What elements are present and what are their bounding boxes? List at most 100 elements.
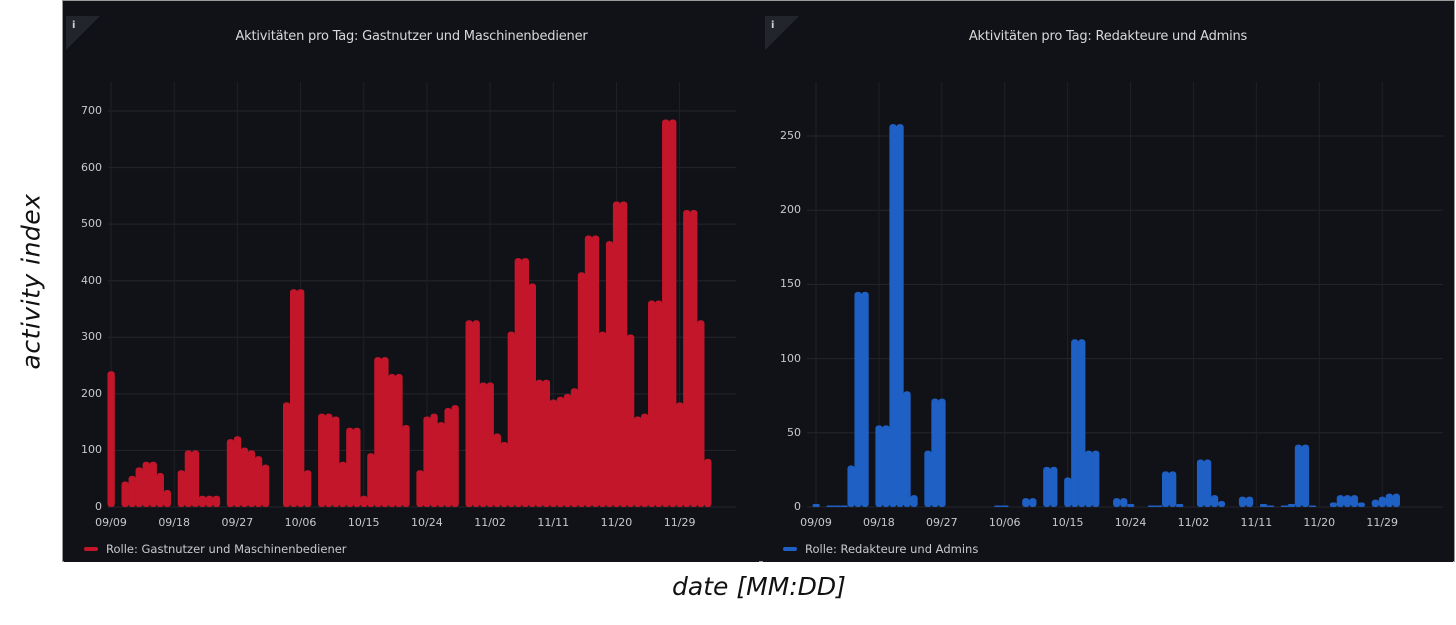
bar[interactable] xyxy=(1238,496,1247,507)
bar[interactable] xyxy=(833,505,841,507)
bar[interactable] xyxy=(1294,444,1303,507)
bar[interactable] xyxy=(1127,504,1135,507)
bar[interactable] xyxy=(854,291,862,507)
bar[interactable] xyxy=(882,425,890,507)
bar[interactable] xyxy=(1378,496,1386,507)
bar[interactable] xyxy=(486,382,494,507)
bar[interactable] xyxy=(535,379,544,507)
bar[interactable] xyxy=(212,495,221,507)
bar[interactable] xyxy=(1287,504,1296,507)
bar[interactable] xyxy=(1280,505,1289,507)
bar[interactable] xyxy=(683,210,691,507)
bar[interactable] xyxy=(353,427,361,507)
legend[interactable]: Rolle: Gastnutzer und Maschinenbediener xyxy=(84,542,347,556)
bar[interactable] xyxy=(938,398,946,507)
bar[interactable] xyxy=(903,391,911,507)
bar[interactable] xyxy=(655,300,663,507)
bar[interactable] xyxy=(479,382,487,507)
bar[interactable] xyxy=(1120,498,1128,507)
bar[interactable] xyxy=(233,436,242,507)
bar[interactable] xyxy=(332,416,340,507)
bar[interactable] xyxy=(994,505,1002,507)
bar[interactable] xyxy=(254,456,263,507)
bar[interactable] xyxy=(584,235,593,507)
bar[interactable] xyxy=(1092,450,1100,507)
bar[interactable] xyxy=(924,450,932,507)
bar[interactable] xyxy=(1043,466,1051,507)
bar[interactable] xyxy=(430,413,438,507)
bar[interactable] xyxy=(542,379,551,507)
bar[interactable] xyxy=(612,201,621,507)
bar[interactable] xyxy=(549,399,558,507)
bar[interactable] xyxy=(360,495,368,507)
bar[interactable] xyxy=(1357,502,1366,507)
bar[interactable] xyxy=(184,450,193,507)
bar[interactable] xyxy=(304,470,312,507)
info-icon[interactable]: i xyxy=(72,20,76,31)
bar[interactable] xyxy=(1343,495,1352,507)
bar[interactable] xyxy=(261,464,270,507)
bar[interactable] xyxy=(367,453,375,507)
bar[interactable] xyxy=(423,416,431,507)
legend[interactable]: Rolle: Redakteure und Admins xyxy=(783,542,978,556)
bar[interactable] xyxy=(493,433,501,507)
bar[interactable] xyxy=(931,398,939,507)
bar[interactable] xyxy=(1071,339,1079,507)
panel-info-corner[interactable] xyxy=(66,16,100,50)
panel-info-corner[interactable] xyxy=(765,16,799,50)
bar[interactable] xyxy=(1371,499,1379,507)
bar[interactable] xyxy=(826,505,834,507)
bar[interactable] xyxy=(812,504,820,507)
bar[interactable] xyxy=(556,396,565,507)
bar[interactable] xyxy=(416,470,424,507)
bar[interactable] xyxy=(381,357,389,507)
bar[interactable] xyxy=(507,331,515,507)
bar[interactable] xyxy=(662,119,670,508)
bar[interactable] xyxy=(142,461,150,507)
bar[interactable] xyxy=(1001,505,1009,507)
bar[interactable] xyxy=(514,258,522,507)
bar[interactable] xyxy=(374,357,382,507)
bar[interactable] xyxy=(395,374,403,507)
bar[interactable] xyxy=(840,505,848,507)
bar[interactable] xyxy=(1245,496,1254,507)
bar[interactable] xyxy=(339,461,347,507)
bar[interactable] xyxy=(163,490,171,507)
bar[interactable] xyxy=(1210,495,1219,507)
bar[interactable] xyxy=(1301,444,1310,507)
bar[interactable] xyxy=(437,422,445,507)
bar[interactable] xyxy=(325,413,333,507)
bar[interactable] xyxy=(847,465,855,507)
bar[interactable] xyxy=(451,405,459,507)
bar[interactable] xyxy=(1259,504,1268,507)
bar[interactable] xyxy=(676,402,684,507)
bar[interactable] xyxy=(1217,501,1226,507)
bar[interactable] xyxy=(205,495,214,507)
bar[interactable] xyxy=(318,413,326,507)
bar[interactable] xyxy=(500,441,508,507)
bar[interactable] xyxy=(1078,339,1086,507)
bar[interactable] xyxy=(346,427,354,507)
bar[interactable] xyxy=(1113,498,1121,507)
bar[interactable] xyxy=(1196,459,1205,507)
bar[interactable] xyxy=(1162,471,1170,507)
bar[interactable] xyxy=(472,320,480,507)
bar[interactable] xyxy=(1169,471,1177,507)
bar[interactable] xyxy=(1029,498,1037,507)
bar[interactable] xyxy=(619,201,628,507)
bar[interactable] xyxy=(465,320,473,507)
bar[interactable] xyxy=(1308,505,1317,507)
bar[interactable] xyxy=(1050,466,1058,507)
bar[interactable] xyxy=(598,331,607,507)
bar[interactable] xyxy=(910,495,918,507)
bar[interactable] xyxy=(690,210,698,507)
bar[interactable] xyxy=(605,241,614,508)
bar[interactable] xyxy=(626,334,635,507)
bar[interactable] xyxy=(704,458,712,507)
bar[interactable] xyxy=(282,402,291,507)
bar[interactable] xyxy=(697,320,705,507)
bar[interactable] xyxy=(402,424,410,507)
bar[interactable] xyxy=(444,408,452,507)
bar[interactable] xyxy=(1155,505,1163,507)
bar[interactable] xyxy=(135,467,143,507)
